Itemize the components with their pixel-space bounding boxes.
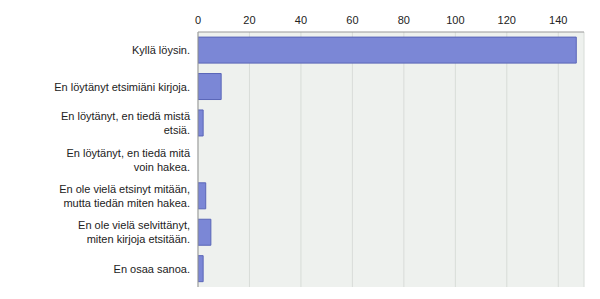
svg-text:En osaa sanoa.: En osaa sanoa. [114,263,190,275]
svg-text:40: 40 [295,14,307,26]
svg-text:Kyllä löysin.: Kyllä löysin. [132,44,190,56]
svg-text:En ole vielä etsinyt mitään,mu: En ole vielä etsinyt mitään,mutta tiedän… [59,183,190,209]
svg-text:120: 120 [498,14,516,26]
svg-text:140: 140 [549,14,567,26]
svg-text:0: 0 [195,14,201,26]
svg-text:100: 100 [446,14,464,26]
svg-text:En löytänyt, en tiedä mistäets: En löytänyt, en tiedä mistäetsiä. [61,110,191,136]
svg-text:En löytänyt, en tiedä mitävoin: En löytänyt, en tiedä mitävoin hakea. [66,147,190,173]
svg-text:En löytänyt etsimiäni kirjoja.: En löytänyt etsimiäni kirjoja. [54,81,190,93]
svg-text:60: 60 [346,14,358,26]
svg-text:80: 80 [398,14,410,26]
svg-text:20: 20 [243,14,255,26]
svg-text:En ole vielä selvittänyt,miten: En ole vielä selvittänyt,miten kirjoja e… [78,219,190,245]
